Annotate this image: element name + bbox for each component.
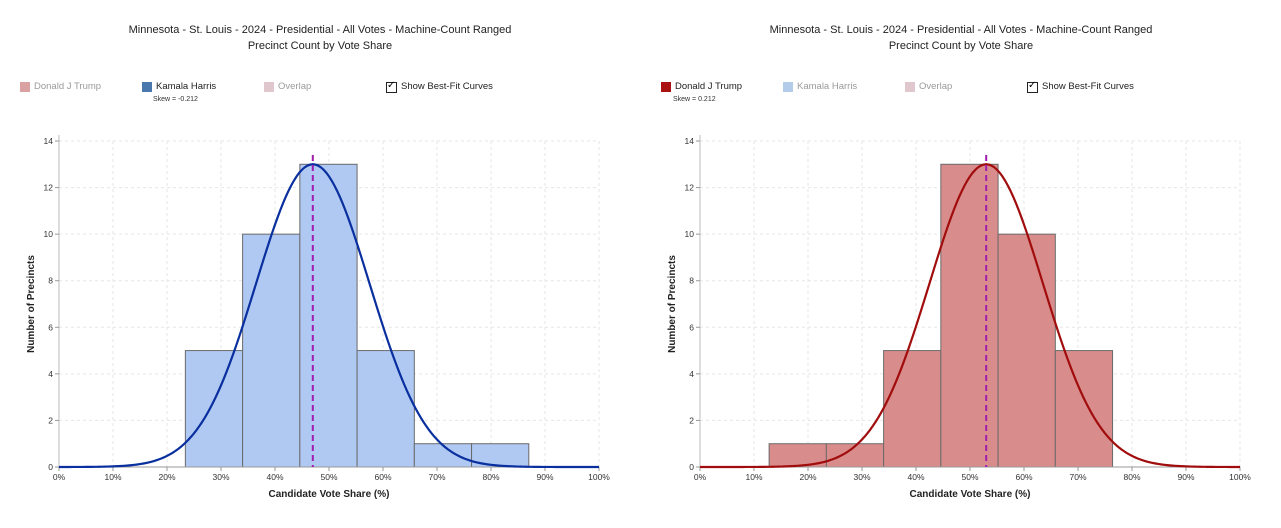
- y-tick-label: 8: [689, 276, 694, 286]
- x-tick-label: 100%: [1229, 472, 1251, 482]
- checkmark-icon: ✓: [1028, 79, 1037, 91]
- x-tick-label: 90%: [536, 472, 553, 482]
- legend-item-trump[interactable]: Donald J Trump: [661, 81, 742, 93]
- x-tick-label: 50%: [961, 472, 978, 482]
- chart-title-block: Minnesota - St. Louis - 2024 - President…: [0, 22, 640, 54]
- y-tick-label: 2: [48, 415, 53, 425]
- histogram-chart: 0 2 4 6 8 10 12 14 0% 10% 20% 30% 40% 50% 60% 70% 80% 90%…: [26, 135, 610, 500]
- legend-item-harris[interactable]: Kamala Harris: [783, 81, 857, 93]
- y-axis-title: Number of Precincts: [26, 255, 37, 353]
- chart-subtitle: Precinct Count by Vote Share: [888, 40, 1034, 52]
- legend-label-harris: Kamala Harris: [156, 81, 217, 92]
- histogram-bar: [299, 163, 358, 468]
- y-tick-label: 8: [48, 276, 53, 286]
- x-tick-label: 90%: [1177, 472, 1194, 482]
- checkmark-icon: ✓: [387, 79, 396, 91]
- best-fit-label: Show Best-Fit Curves: [401, 81, 493, 92]
- x-tick-label: 80%: [482, 472, 499, 482]
- legend-item-trump[interactable]: Donald J Trump: [20, 81, 101, 93]
- x-tick-label: 20%: [799, 472, 816, 482]
- y-tick-label: 10: [685, 229, 695, 239]
- histogram-bar: [940, 163, 999, 468]
- y-tick-label: 2: [689, 415, 694, 425]
- best-fit-curve: [700, 163, 1241, 469]
- histogram-bar: [883, 350, 942, 468]
- legend-item-harris[interactable]: Kamala Harris: [142, 81, 216, 93]
- trump-swatch: [20, 82, 30, 92]
- x-axis-title: Candidate Vote Share (%): [910, 489, 1031, 500]
- harris-swatch: [783, 82, 793, 92]
- legend-label-overlap: Overlap: [278, 81, 312, 92]
- x-tick-label: 50%: [320, 472, 337, 482]
- left-chart-panel: Minnesota - St. Louis - 2024 - President…: [0, 0, 640, 528]
- legend-item-overlap[interactable]: Overlap: [264, 81, 311, 93]
- x-tick-label: 100%: [588, 472, 610, 482]
- best-fit-checkbox[interactable]: ✓: [1027, 79, 1038, 93]
- best-fit-toggle[interactable]: ✓ Show Best-Fit Curves: [386, 79, 493, 93]
- y-tick-label: 0: [48, 462, 53, 472]
- x-tick-label: 30%: [212, 472, 229, 482]
- trump-swatch: [661, 82, 671, 92]
- y-tick-label: 12: [44, 183, 54, 193]
- legend-label-overlap: Overlap: [919, 81, 953, 92]
- histogram-bar: [184, 350, 244, 468]
- legend: Donald J Trump Kamala Harris Overlap ✓ S…: [0, 79, 640, 111]
- y-tick-label: 0: [689, 462, 694, 472]
- skew-label: Skew = 0.212: [673, 96, 716, 103]
- x-tick-label: 0%: [53, 472, 66, 482]
- y-tick-label: 6: [48, 322, 53, 332]
- best-fit-label: Show Best-Fit Curves: [1042, 81, 1134, 92]
- chart-subtitle: Precinct Count by Vote Share: [247, 40, 393, 52]
- legend-label-trump: Donald J Trump: [34, 81, 102, 92]
- x-tick-label: 10%: [745, 472, 762, 482]
- right-chart-panel: Minnesota - St. Louis - 2024 - President…: [641, 0, 1281, 528]
- y-axis-title: Number of Precincts: [667, 255, 678, 353]
- x-tick-label: 60%: [1015, 472, 1032, 482]
- x-tick-label: 20%: [158, 472, 175, 482]
- y-tick-label: 10: [44, 229, 54, 239]
- x-tick-label: 80%: [1123, 472, 1140, 482]
- overlap-swatch: [905, 82, 915, 92]
- histogram-bar: [997, 233, 1056, 468]
- legend-label-trump: Donald J Trump: [675, 81, 743, 92]
- histogram-bar: [242, 233, 301, 468]
- y-tick-label: 12: [685, 183, 695, 193]
- overlap-swatch: [264, 82, 274, 92]
- y-tick-label: 4: [48, 369, 53, 379]
- legend: Donald J Trump Kamala Harris Overlap ✓ S…: [641, 79, 1281, 111]
- chart-title-block: Minnesota - St. Louis - 2024 - President…: [641, 22, 1281, 54]
- x-tick-label: 40%: [266, 472, 283, 482]
- best-fit-checkbox[interactable]: ✓: [386, 79, 397, 93]
- legend-label-harris: Kamala Harris: [797, 81, 858, 92]
- legend-item-overlap[interactable]: Overlap: [905, 81, 952, 93]
- histogram-chart: 0 2 4 6 8 10 12 14 0% 10% 20% 30% 40% 50% 60% 70% 80% 90%…: [667, 135, 1251, 500]
- chart-title: Minnesota - St. Louis - 2024 - President…: [128, 24, 512, 36]
- histogram-bar: [413, 443, 473, 468]
- best-fit-curve: [58, 163, 599, 469]
- y-tick-label: 14: [685, 136, 695, 146]
- x-tick-label: 40%: [907, 472, 924, 482]
- y-tick-label: 4: [689, 369, 694, 379]
- x-tick-label: 10%: [104, 472, 121, 482]
- x-tick-label: 70%: [1069, 472, 1086, 482]
- bars: [768, 163, 1114, 468]
- x-tick-label: 30%: [853, 472, 870, 482]
- histogram-bar: [1054, 350, 1114, 468]
- histogram-bar: [356, 350, 415, 468]
- y-tick-label: 6: [689, 322, 694, 332]
- chart-title: Minnesota - St. Louis - 2024 - President…: [769, 24, 1153, 36]
- y-tick-label: 14: [44, 136, 54, 146]
- bars: [184, 163, 530, 468]
- skew-label: Skew = -0.212: [153, 96, 198, 103]
- x-tick-label: 0%: [694, 472, 707, 482]
- harris-swatch: [142, 82, 152, 92]
- best-fit-toggle[interactable]: ✓ Show Best-Fit Curves: [1027, 79, 1134, 93]
- x-axis-title: Candidate Vote Share (%): [269, 489, 390, 500]
- x-tick-label: 70%: [428, 472, 445, 482]
- x-tick-label: 60%: [374, 472, 391, 482]
